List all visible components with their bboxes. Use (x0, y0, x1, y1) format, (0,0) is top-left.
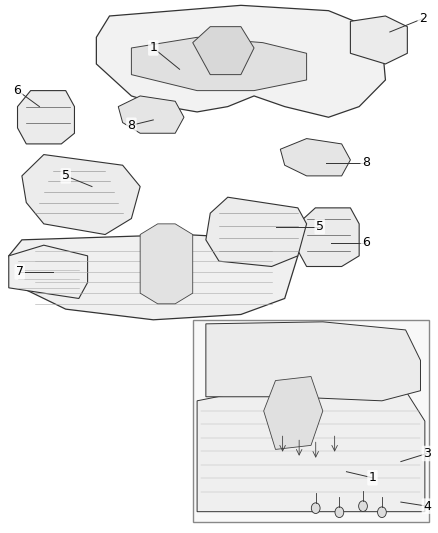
Polygon shape (350, 16, 407, 64)
Polygon shape (18, 91, 74, 144)
Circle shape (335, 507, 344, 518)
Text: 1: 1 (149, 42, 157, 54)
Text: 6: 6 (362, 236, 370, 249)
Polygon shape (9, 235, 298, 320)
Polygon shape (264, 376, 323, 449)
Text: 8: 8 (362, 156, 370, 169)
Polygon shape (118, 96, 184, 133)
Text: 2: 2 (419, 12, 427, 25)
Polygon shape (22, 155, 140, 235)
Polygon shape (206, 197, 307, 266)
Text: 1: 1 (368, 471, 376, 484)
Polygon shape (9, 245, 88, 298)
Polygon shape (298, 208, 359, 266)
Text: 5: 5 (62, 169, 70, 182)
Bar (193, 320, 429, 522)
Polygon shape (140, 224, 193, 304)
Text: 4: 4 (423, 499, 431, 513)
Text: 3: 3 (423, 447, 431, 460)
Text: 8: 8 (127, 119, 135, 132)
Text: 7: 7 (16, 265, 24, 278)
Polygon shape (193, 27, 254, 75)
Text: 5: 5 (316, 220, 324, 233)
Polygon shape (131, 37, 307, 91)
Text: 6: 6 (14, 84, 21, 97)
Polygon shape (197, 381, 425, 512)
Polygon shape (96, 5, 385, 117)
Circle shape (359, 501, 367, 512)
Circle shape (311, 503, 320, 513)
Polygon shape (280, 139, 350, 176)
Circle shape (378, 507, 386, 518)
Polygon shape (206, 322, 420, 401)
